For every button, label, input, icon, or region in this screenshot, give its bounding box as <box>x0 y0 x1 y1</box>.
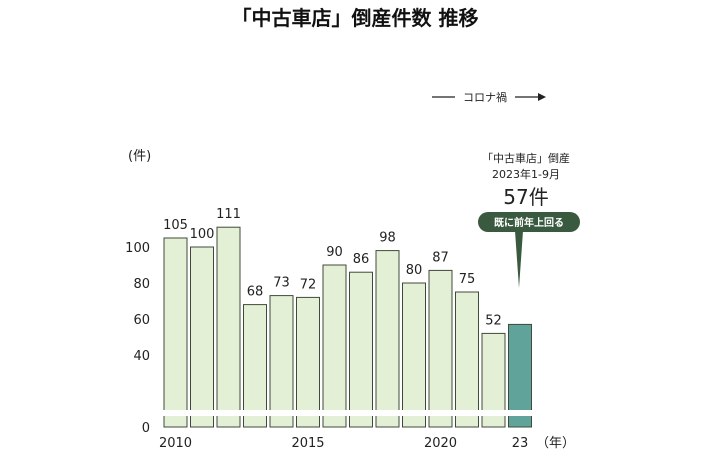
bar <box>455 291 479 428</box>
data-label: 86 <box>353 252 370 267</box>
data-label: 111 <box>216 207 241 222</box>
data-label: 73 <box>273 276 290 291</box>
data-label: 52 <box>485 313 502 328</box>
data-label: 75 <box>459 272 476 287</box>
data-label: 105 <box>163 218 188 233</box>
chart-title: 「中古車店」倒産件数 推移 <box>232 6 479 30</box>
bar <box>349 271 373 428</box>
arrow-head-icon <box>538 93 546 101</box>
covid-label: コロナ禍 <box>463 90 507 104</box>
x-tick-label: 2010 <box>159 436 192 451</box>
y-unit-label: (件) <box>128 149 151 164</box>
y-axis: 0 40 60 80 100 <box>125 241 150 436</box>
callout-line1: 「中古車店」倒産 <box>482 151 570 165</box>
bar <box>190 246 214 428</box>
bar <box>375 250 400 428</box>
data-label: 87 <box>432 250 449 265</box>
callout-count: 57件 <box>503 185 548 209</box>
data-label: 80 <box>406 263 423 278</box>
y-tick-label: 80 <box>133 277 150 292</box>
bars-group <box>163 226 532 428</box>
callout-badge-text: 既に前年上回る <box>494 216 564 229</box>
bar <box>216 226 241 428</box>
x-unit-label: （年） <box>536 436 575 451</box>
y-tick-label: 100 <box>125 241 150 256</box>
x-ticks-group: 2010 2015 2020 23 <box>159 436 528 451</box>
x-tick-label: 2020 <box>424 436 457 451</box>
data-label: 68 <box>247 285 264 300</box>
bar <box>402 282 426 428</box>
callout-2023: 「中古車店」倒産 2023年1-9月 57件 既に前年上回る <box>478 151 580 288</box>
bar <box>269 295 294 428</box>
bar <box>428 269 453 428</box>
x-tick-label: 23 <box>512 436 529 451</box>
data-label: 98 <box>379 231 396 246</box>
data-label: 90 <box>326 245 343 260</box>
y-tick-label: 40 <box>133 349 150 364</box>
x-tick-label: 2015 <box>291 436 324 451</box>
callout-pointer <box>515 231 523 288</box>
axis-break <box>160 410 535 416</box>
data-label: 72 <box>300 277 317 292</box>
y-tick-label: 60 <box>133 313 150 328</box>
bar <box>243 304 267 428</box>
bar <box>481 332 506 428</box>
covid-annotation: コロナ禍 <box>432 90 546 104</box>
y-tick-label: 0 <box>142 421 150 436</box>
bar <box>163 237 188 428</box>
callout-line2: 2023年1-9月 <box>492 167 560 181</box>
bar <box>296 296 320 428</box>
data-label: 100 <box>190 227 215 242</box>
callout-badge <box>478 212 580 232</box>
bar-highlight-2023 <box>508 323 532 428</box>
bar <box>322 264 347 428</box>
